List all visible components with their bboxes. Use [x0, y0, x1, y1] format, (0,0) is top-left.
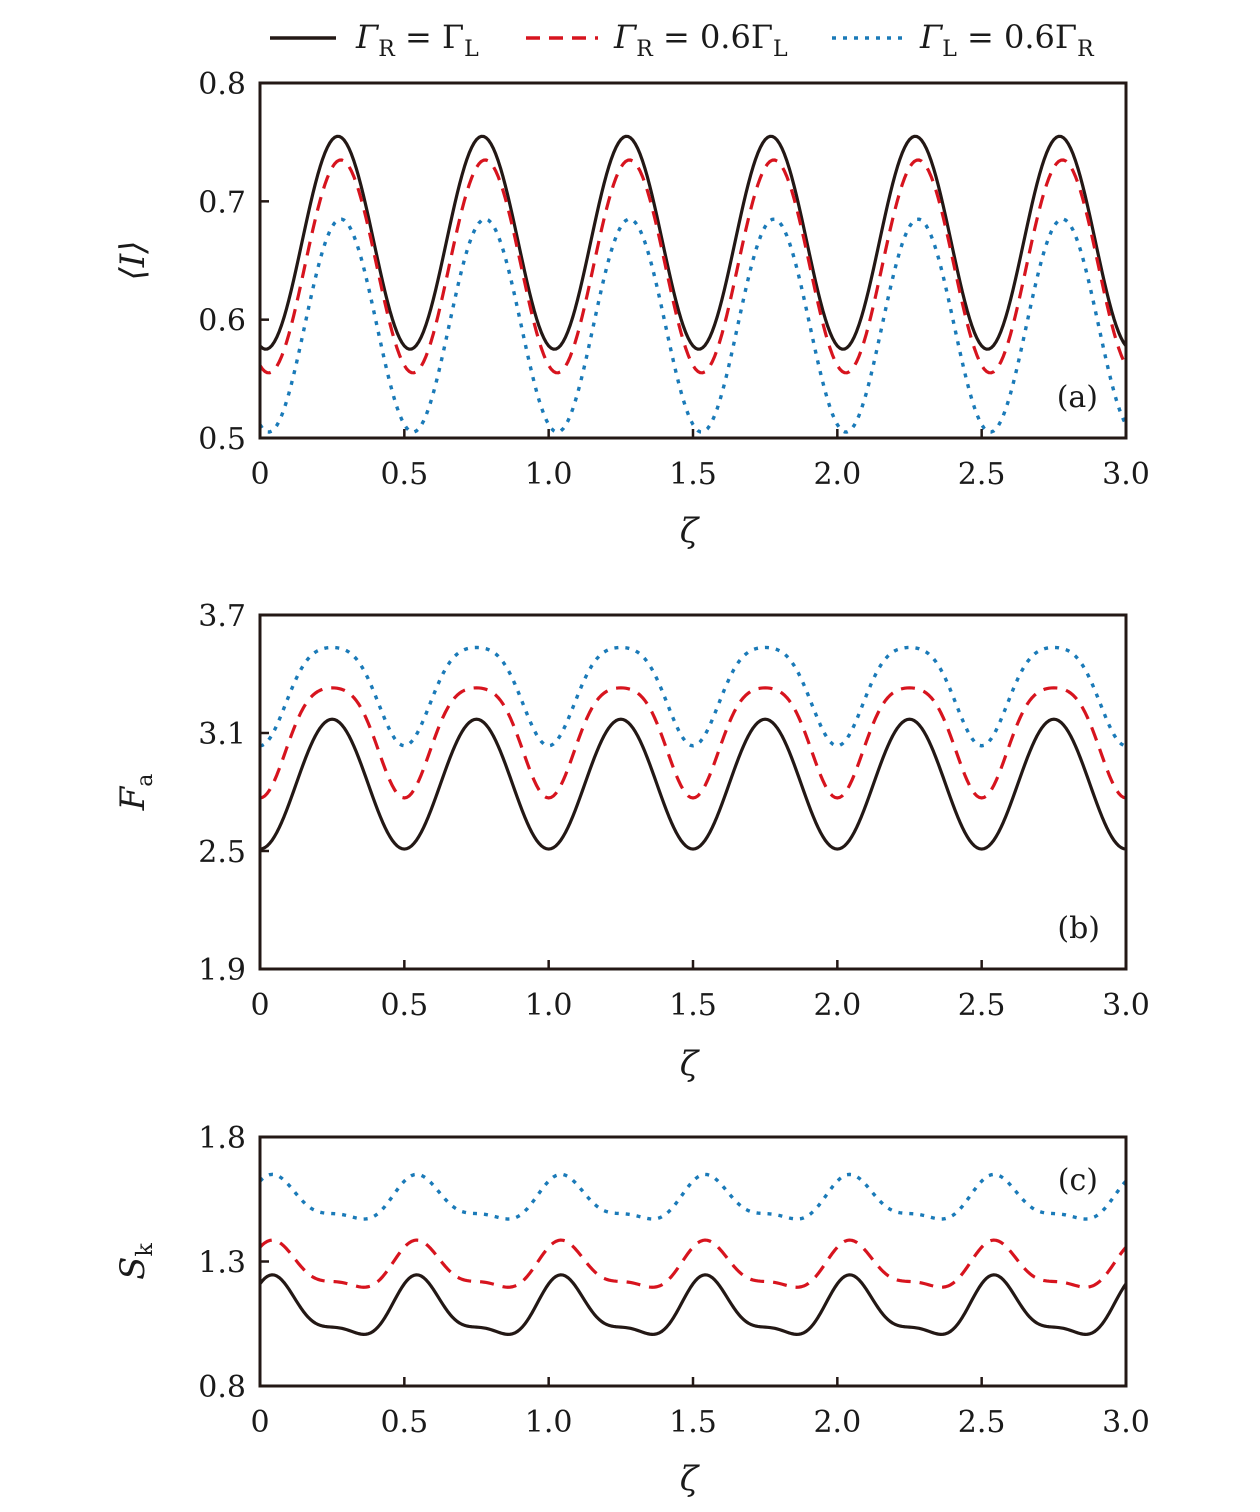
y-tick-label: 3.7 — [198, 599, 246, 634]
legend-label-dashed: ΓR = 0.6ΓL — [613, 18, 788, 62]
panel-b: 0 0.5 1.0 1.5 2.0 2.5 3.0 1.9 2.5 3.1 3.7 ζ Fa (b) — [113, 599, 1150, 1084]
y-axis-label: ⟨I⟩ — [113, 241, 153, 281]
x-tick-label: 0.5 — [380, 1405, 428, 1440]
x-tick-label: 2.0 — [813, 1405, 861, 1440]
x-tick-label: 2.0 — [813, 988, 861, 1023]
y-tick-label: 1.3 — [198, 1246, 246, 1281]
y-tick-label: 2.5 — [198, 835, 246, 870]
plot-frame — [258, 81, 1128, 440]
series-line-solid — [260, 1273, 1126, 1336]
series-line-dotted — [260, 645, 1126, 748]
x-tick-label: 3.0 — [1102, 1405, 1150, 1440]
x-tick-label: 0.5 — [380, 457, 428, 492]
y-tick-label: 0.5 — [198, 422, 246, 457]
x-tick-label: 2.0 — [813, 457, 861, 492]
legend: ΓR = ΓL ΓR = 0.6ΓL ΓL = 0.6ΓR — [270, 18, 1095, 62]
x-tick-label: 0 — [250, 1405, 269, 1440]
y-tick-label: 0.8 — [198, 1370, 246, 1405]
y-tick-label: 1.9 — [198, 953, 246, 988]
x-axis-label: ζ — [680, 1459, 701, 1499]
x-tick-label: 1.0 — [525, 1405, 573, 1440]
x-tick-label: 1.5 — [669, 457, 717, 492]
x-tick-label: 0 — [250, 988, 269, 1023]
y-tick-label: 0.6 — [198, 304, 246, 339]
x-tick-label: 1.0 — [525, 457, 573, 492]
panels: 0 0.5 1.0 1.5 2.0 2.5 3.00.50.60.70.8ζ⟨I⟩(a)0 0… — [113, 67, 1150, 1499]
plot-frame — [258, 1135, 1128, 1388]
panel-label: (a) — [1057, 380, 1098, 415]
x-tick-label: 0.5 — [380, 988, 428, 1023]
series-line-dotted — [260, 1172, 1126, 1221]
x-tick-label: 1.5 — [669, 988, 717, 1023]
x-axis-label: ζ — [680, 511, 701, 551]
legend-label-dotted: ΓL = 0.6ΓR — [919, 18, 1095, 62]
y-axis-label: Fa — [113, 774, 158, 812]
x-tick-label: 2.5 — [958, 988, 1006, 1023]
series-line-solid — [260, 717, 1126, 851]
legend-label-solid: ΓR = ΓL — [355, 18, 479, 62]
x-tick-label: 1.0 — [525, 988, 573, 1023]
y-tick-label: 1.8 — [198, 1121, 246, 1156]
x-axis-label: ζ — [680, 1044, 701, 1084]
x-tick-label: 2.5 — [958, 457, 1006, 492]
panel-label: (c) — [1058, 1163, 1098, 1198]
x-tick-label: 1.5 — [669, 1405, 717, 1440]
series-line-dashed — [260, 686, 1126, 800]
y-tick-label: 3.1 — [198, 717, 246, 752]
series-line-dashed — [260, 1238, 1126, 1289]
panel-a: 0 0.5 1.0 1.5 2.0 2.5 3.00.50.60.70.8ζ⟨I⟩(a) — [113, 67, 1150, 551]
x-tick-label: 3.0 — [1102, 457, 1150, 492]
series-line-solid — [260, 134, 1126, 351]
x-tick-label: 0 — [250, 457, 269, 492]
x-tick-label: 3.0 — [1102, 988, 1150, 1023]
y-tick-label: 0.7 — [198, 185, 246, 220]
series-line-dotted — [260, 217, 1126, 434]
panel-c: 0 0.5 1.0 1.5 2.0 2.5 3.0 0.8 1.3 1.8 ζ Sk (c) — [113, 1121, 1150, 1499]
y-axis-label: Sk — [113, 1243, 158, 1280]
panel-label: (b) — [1057, 911, 1100, 946]
y-tick-label: 0.8 — [198, 67, 246, 102]
x-tick-label: 2.5 — [958, 1405, 1006, 1440]
plot-frame — [258, 613, 1128, 971]
